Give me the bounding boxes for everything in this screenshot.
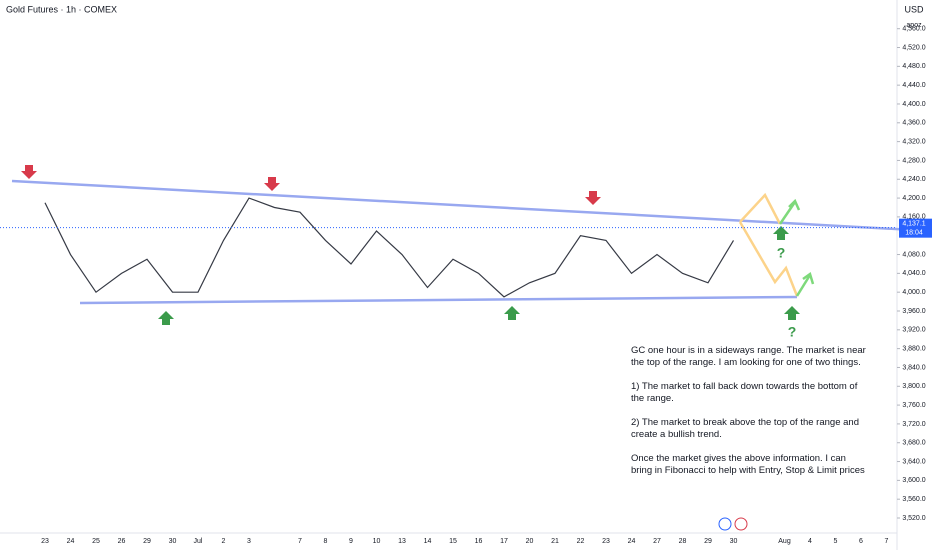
x-tick-label: 14 xyxy=(424,538,432,545)
x-tick-label: 13 xyxy=(398,538,406,545)
y-tick-label: 4,280.0 xyxy=(902,157,925,164)
x-tick-label: 24 xyxy=(628,538,636,545)
price-line xyxy=(44,197,735,298)
drawings xyxy=(11,165,932,531)
x-tick-label: 8 xyxy=(324,538,328,545)
y-tick-label: 3,560.0 xyxy=(902,496,925,503)
y-tick-label: 4,080.0 xyxy=(902,251,925,258)
chart-title: Gold Futures · 1h · COMEX xyxy=(6,4,117,14)
y-tick-label: 4,360.0 xyxy=(902,120,925,127)
y-tick-label: 3,640.0 xyxy=(902,458,925,465)
y-tick-label: 4,200.0 xyxy=(902,195,925,202)
y-tick-label: 4,560.0 xyxy=(902,26,925,33)
note: GC one hour is in a sideways range. The … xyxy=(631,345,866,489)
last-price-label: 4,137.1 xyxy=(902,221,925,228)
y-tick-label: 4,400.0 xyxy=(902,101,925,108)
y-tick-label: 3,800.0 xyxy=(902,383,925,390)
annotation: ? xyxy=(777,245,786,261)
y-tick-label: 4,040.0 xyxy=(902,270,925,277)
x-tick-label: 9 xyxy=(349,538,353,545)
x-tick-label: 16 xyxy=(475,538,483,545)
y-tick-label: 3,760.0 xyxy=(902,402,925,409)
x-tick-label: 23 xyxy=(602,538,610,545)
note-paragraph: Once the market gives the above informat… xyxy=(631,453,865,476)
x-tick-label: 24 xyxy=(67,538,75,545)
x-tick-label: 20 xyxy=(526,538,534,545)
x-tick-label: 25 xyxy=(92,538,100,545)
y-tick-label: 4,160.0 xyxy=(902,214,925,221)
x-tick-label: 29 xyxy=(704,538,712,545)
x-tick-label: 10 xyxy=(373,538,381,545)
x-tick-label: 3 xyxy=(247,538,251,545)
x-tick-label: 23 xyxy=(41,538,49,545)
x-tick-label: 6 xyxy=(859,538,863,545)
y-tick-label: 3,720.0 xyxy=(902,421,925,428)
y-tick-label: 3,840.0 xyxy=(902,364,925,371)
x-tick-label: 2 xyxy=(222,538,226,545)
note-paragraph: 2) The market to break above the top of … xyxy=(631,417,859,440)
annotation: ? xyxy=(788,324,797,340)
author: apoz xyxy=(906,22,922,29)
x-tick-label: 15 xyxy=(449,538,457,545)
x-tick-label: 30 xyxy=(730,538,738,545)
x-tick-label: 22 xyxy=(577,538,585,545)
last-price-box xyxy=(899,218,932,238)
y-tick-label: 3,600.0 xyxy=(902,477,925,484)
x-tick-label: 4 xyxy=(808,538,812,545)
x-tick-label: 29 xyxy=(143,538,151,545)
y-tick-label: 3,920.0 xyxy=(902,327,925,334)
countdown: 18:04 xyxy=(905,230,923,237)
x-tick-label: 28 xyxy=(679,538,687,545)
note-paragraph: GC one hour is in a sideways range. The … xyxy=(631,345,866,368)
note-paragraph: 1) The market to fall back down towards … xyxy=(631,381,858,404)
y-tick-label: 4,320.0 xyxy=(902,138,925,145)
y-tick-label: 3,880.0 xyxy=(902,345,925,352)
x-tick-label: 30 xyxy=(169,538,177,545)
x-tick-label: 27 xyxy=(653,538,661,545)
y-tick-label: 3,960.0 xyxy=(902,308,925,315)
x-tick-label: 17 xyxy=(500,538,508,545)
y-tick-label: 3,520.0 xyxy=(902,515,925,522)
x-tick-label: 7 xyxy=(298,538,302,545)
x-tick-label: Aug xyxy=(778,538,791,545)
y-tick-label: 4,480.0 xyxy=(902,63,925,70)
y-tick-label: 4,520.0 xyxy=(902,44,925,51)
x-tick-label: Jul xyxy=(194,538,203,545)
x-tick-label: 21 xyxy=(551,538,559,545)
currency: USD xyxy=(904,4,924,14)
x-tick-label: 5 xyxy=(834,538,838,545)
y-tick-label: 4,000.0 xyxy=(902,289,925,296)
x-tick-label: 26 xyxy=(118,538,126,545)
y-tick-label: 4,240.0 xyxy=(902,176,925,183)
x-tick-label: 7 xyxy=(885,538,889,545)
y-tick-label: 3,680.0 xyxy=(902,440,925,447)
y-tick-label: 4,440.0 xyxy=(902,82,925,89)
